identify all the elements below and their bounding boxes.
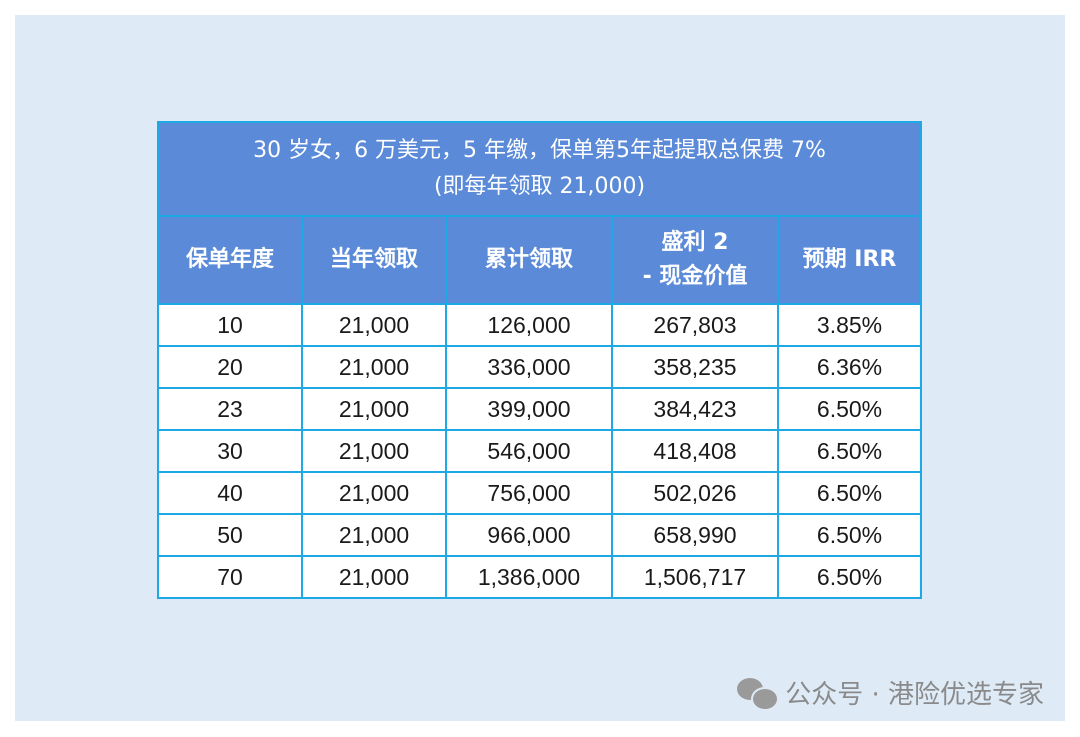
cell-annual: 21,000 (301, 555, 447, 599)
cell-cash-value: 502,026 (611, 471, 779, 515)
cell-year: 10 (157, 303, 303, 347)
header-row: 保单年度 当年领取 累计领取 盛利 2 - 现金价值 预期 IRR (157, 215, 923, 305)
cell-cumulative: 756,000 (445, 471, 613, 515)
cell-year: 70 (157, 555, 303, 599)
cell-cumulative: 399,000 (445, 387, 613, 431)
cell-irr: 6.36% (776, 345, 923, 389)
cell-year: 23 (157, 387, 303, 431)
header-year: 保单年度 (157, 215, 303, 305)
cell-irr: 6.50% (776, 555, 923, 599)
cell-irr: 6.50% (776, 513, 923, 557)
table-row: 40 21,000 756,000 502,026 6.50% (157, 471, 923, 515)
header-cash-value-line1: 盛利 2 (661, 230, 729, 255)
title-row: 30 岁女，6 万美元，5 年缴，保单第5年起提取总保费 7% (即每年领取 2… (156, 121, 923, 217)
cell-annual: 21,000 (301, 513, 447, 557)
cell-year: 40 (157, 471, 303, 515)
cell-irr: 6.50% (776, 471, 923, 515)
table-row: 70 21,000 1,386,000 1,506,717 6.50% (157, 555, 923, 599)
cell-year: 30 (157, 429, 303, 473)
cell-cash-value: 1,506,717 (611, 555, 779, 599)
header-cash-value-line2: - 现金价值 (642, 264, 748, 289)
cell-irr: 6.50% (776, 387, 923, 431)
insurance-table-container: 30 岁女，6 万美元，5 年缴，保单第5年起提取总保费 7% (即每年领取 2… (156, 121, 923, 599)
cell-year: 20 (157, 345, 303, 389)
cell-cumulative: 336,000 (445, 345, 613, 389)
cell-cash-value: 267,803 (611, 303, 779, 347)
table-row: 30 21,000 546,000 418,408 6.50% (157, 429, 923, 473)
header-cumulative: 累计领取 (445, 215, 613, 305)
cell-irr: 6.50% (776, 429, 923, 473)
table-row: 20 21,000 336,000 358,235 6.36% (157, 345, 923, 389)
cell-cash-value: 358,235 (611, 345, 779, 389)
table-title-line1: 30 岁女，6 万美元，5 年缴，保单第5年起提取总保费 7% (253, 138, 826, 163)
table-row: 10 21,000 126,000 267,803 3.85% (157, 303, 923, 347)
cell-year: 50 (157, 513, 303, 557)
cell-cash-value: 418,408 (611, 429, 779, 473)
header-annual: 当年领取 (301, 215, 447, 305)
header-cash-value: 盛利 2 - 现金价值 (611, 215, 779, 305)
cell-annual: 21,000 (301, 345, 447, 389)
table-body: 10 21,000 126,000 267,803 3.85% 20 21,000 336,0… (157, 303, 923, 599)
insurance-table: 30 岁女，6 万美元，5 年缴，保单第5年起提取总保费 7% (即每年领取 2… (156, 121, 923, 599)
watermark-text: 公众号 · 港险优选专家 (785, 680, 1044, 710)
cell-annual: 21,000 (301, 303, 447, 347)
table-row: 23 21,000 399,000 384,423 6.50% (157, 387, 923, 431)
header-irr: 预期 IRR (776, 215, 923, 305)
watermark: 公众号 · 港险优选专家 (737, 674, 1044, 711)
cell-annual: 21,000 (301, 387, 447, 431)
table-title-line2: (即每年领取 21,000) (433, 174, 646, 199)
cell-annual: 21,000 (301, 471, 447, 515)
cell-cash-value: 658,990 (611, 513, 779, 557)
cell-cumulative: 126,000 (445, 303, 613, 347)
cell-annual: 21,000 (301, 429, 447, 473)
cell-cumulative: 966,000 (445, 513, 613, 557)
cell-cumulative: 1,386,000 (445, 555, 613, 599)
cell-cumulative: 546,000 (445, 429, 613, 473)
table-row: 50 21,000 966,000 658,990 6.50% (157, 513, 923, 557)
wechat-icon (737, 677, 780, 711)
table-title: 30 岁女，6 万美元，5 年缴，保单第5年起提取总保费 7% (即每年领取 2… (156, 121, 923, 217)
cell-cash-value: 384,423 (611, 387, 779, 431)
cell-irr: 3.85% (776, 303, 923, 347)
